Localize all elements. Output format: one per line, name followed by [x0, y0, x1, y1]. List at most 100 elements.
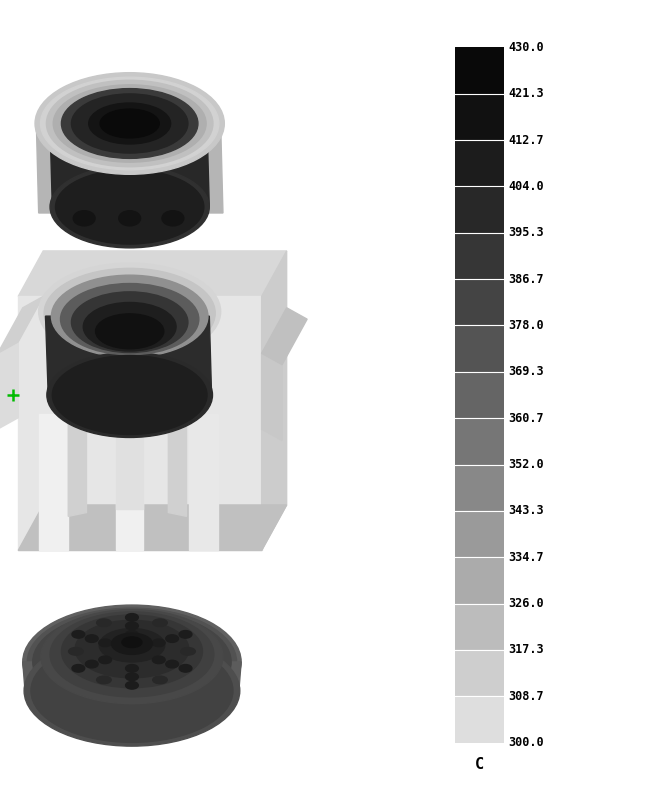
- Polygon shape: [261, 353, 282, 441]
- Ellipse shape: [100, 109, 159, 138]
- Bar: [455, 372, 504, 418]
- Ellipse shape: [35, 73, 224, 175]
- Bar: [455, 279, 504, 325]
- Bar: [455, 325, 504, 372]
- Bar: [455, 696, 504, 743]
- Ellipse shape: [32, 611, 231, 713]
- Text: 386.7: 386.7: [508, 273, 544, 286]
- Ellipse shape: [51, 275, 208, 357]
- Ellipse shape: [83, 303, 176, 351]
- Text: 352.0: 352.0: [508, 458, 544, 471]
- Text: 360.7: 360.7: [508, 412, 544, 425]
- Ellipse shape: [99, 639, 112, 647]
- Ellipse shape: [72, 292, 188, 352]
- Ellipse shape: [41, 610, 223, 704]
- Ellipse shape: [152, 656, 165, 664]
- Polygon shape: [116, 395, 143, 509]
- Text: 334.7: 334.7: [508, 551, 544, 564]
- Polygon shape: [23, 662, 241, 690]
- Ellipse shape: [166, 660, 179, 668]
- Ellipse shape: [153, 619, 167, 626]
- Ellipse shape: [46, 81, 213, 167]
- Text: 308.7: 308.7: [508, 690, 544, 703]
- Bar: [455, 186, 504, 233]
- Text: 395.3: 395.3: [508, 226, 544, 239]
- Polygon shape: [18, 505, 287, 551]
- Ellipse shape: [162, 211, 184, 226]
- Text: 430.0: 430.0: [508, 41, 544, 54]
- Ellipse shape: [181, 648, 195, 655]
- Ellipse shape: [61, 615, 202, 688]
- Ellipse shape: [61, 88, 198, 158]
- Ellipse shape: [152, 639, 165, 647]
- Polygon shape: [18, 251, 287, 296]
- Bar: [455, 233, 504, 279]
- Text: 421.3: 421.3: [508, 87, 544, 100]
- Ellipse shape: [166, 635, 179, 642]
- Polygon shape: [0, 342, 18, 429]
- Text: 369.3: 369.3: [508, 365, 544, 378]
- Polygon shape: [68, 393, 86, 517]
- Ellipse shape: [69, 648, 83, 655]
- Ellipse shape: [153, 676, 167, 683]
- Ellipse shape: [47, 352, 213, 438]
- Ellipse shape: [53, 85, 206, 162]
- Text: 378.0: 378.0: [508, 319, 544, 332]
- Ellipse shape: [75, 620, 189, 678]
- Text: 300.0: 300.0: [508, 736, 544, 749]
- Ellipse shape: [88, 103, 170, 144]
- Polygon shape: [188, 414, 218, 551]
- Text: 343.3: 343.3: [508, 504, 544, 517]
- Ellipse shape: [40, 77, 219, 170]
- Polygon shape: [168, 393, 187, 517]
- Bar: [455, 140, 504, 186]
- Polygon shape: [36, 126, 223, 213]
- Ellipse shape: [99, 656, 112, 664]
- Ellipse shape: [24, 635, 240, 746]
- Polygon shape: [261, 251, 287, 551]
- Ellipse shape: [112, 633, 152, 654]
- Ellipse shape: [50, 612, 214, 697]
- Ellipse shape: [99, 629, 164, 662]
- Polygon shape: [50, 126, 209, 207]
- Bar: [455, 604, 504, 650]
- Ellipse shape: [38, 263, 220, 360]
- Ellipse shape: [50, 166, 209, 248]
- Ellipse shape: [97, 676, 111, 683]
- Polygon shape: [0, 296, 43, 353]
- Text: 412.7: 412.7: [508, 134, 544, 147]
- Polygon shape: [18, 296, 261, 551]
- Ellipse shape: [97, 619, 111, 626]
- Ellipse shape: [27, 608, 237, 716]
- Ellipse shape: [44, 269, 215, 358]
- Bar: [455, 557, 504, 604]
- Ellipse shape: [122, 637, 142, 648]
- Bar: [455, 511, 504, 557]
- Ellipse shape: [85, 660, 98, 668]
- Ellipse shape: [72, 664, 84, 672]
- Ellipse shape: [125, 664, 138, 672]
- Text: C: C: [474, 758, 484, 772]
- Ellipse shape: [125, 622, 138, 630]
- Ellipse shape: [72, 630, 84, 638]
- Bar: [455, 47, 504, 94]
- Ellipse shape: [23, 605, 241, 719]
- Ellipse shape: [73, 211, 95, 226]
- Polygon shape: [46, 316, 211, 395]
- Ellipse shape: [179, 630, 192, 638]
- Bar: [455, 418, 504, 465]
- Ellipse shape: [72, 94, 188, 153]
- Text: 404.0: 404.0: [508, 180, 544, 193]
- Text: 317.3: 317.3: [508, 643, 544, 656]
- Ellipse shape: [179, 664, 192, 672]
- Polygon shape: [261, 308, 307, 365]
- Ellipse shape: [31, 639, 233, 743]
- Bar: [455, 650, 504, 696]
- Polygon shape: [39, 414, 68, 551]
- Text: 326.0: 326.0: [508, 597, 544, 610]
- Ellipse shape: [85, 635, 98, 642]
- Ellipse shape: [119, 211, 140, 226]
- Ellipse shape: [125, 682, 138, 689]
- Ellipse shape: [96, 314, 164, 348]
- Ellipse shape: [125, 614, 138, 621]
